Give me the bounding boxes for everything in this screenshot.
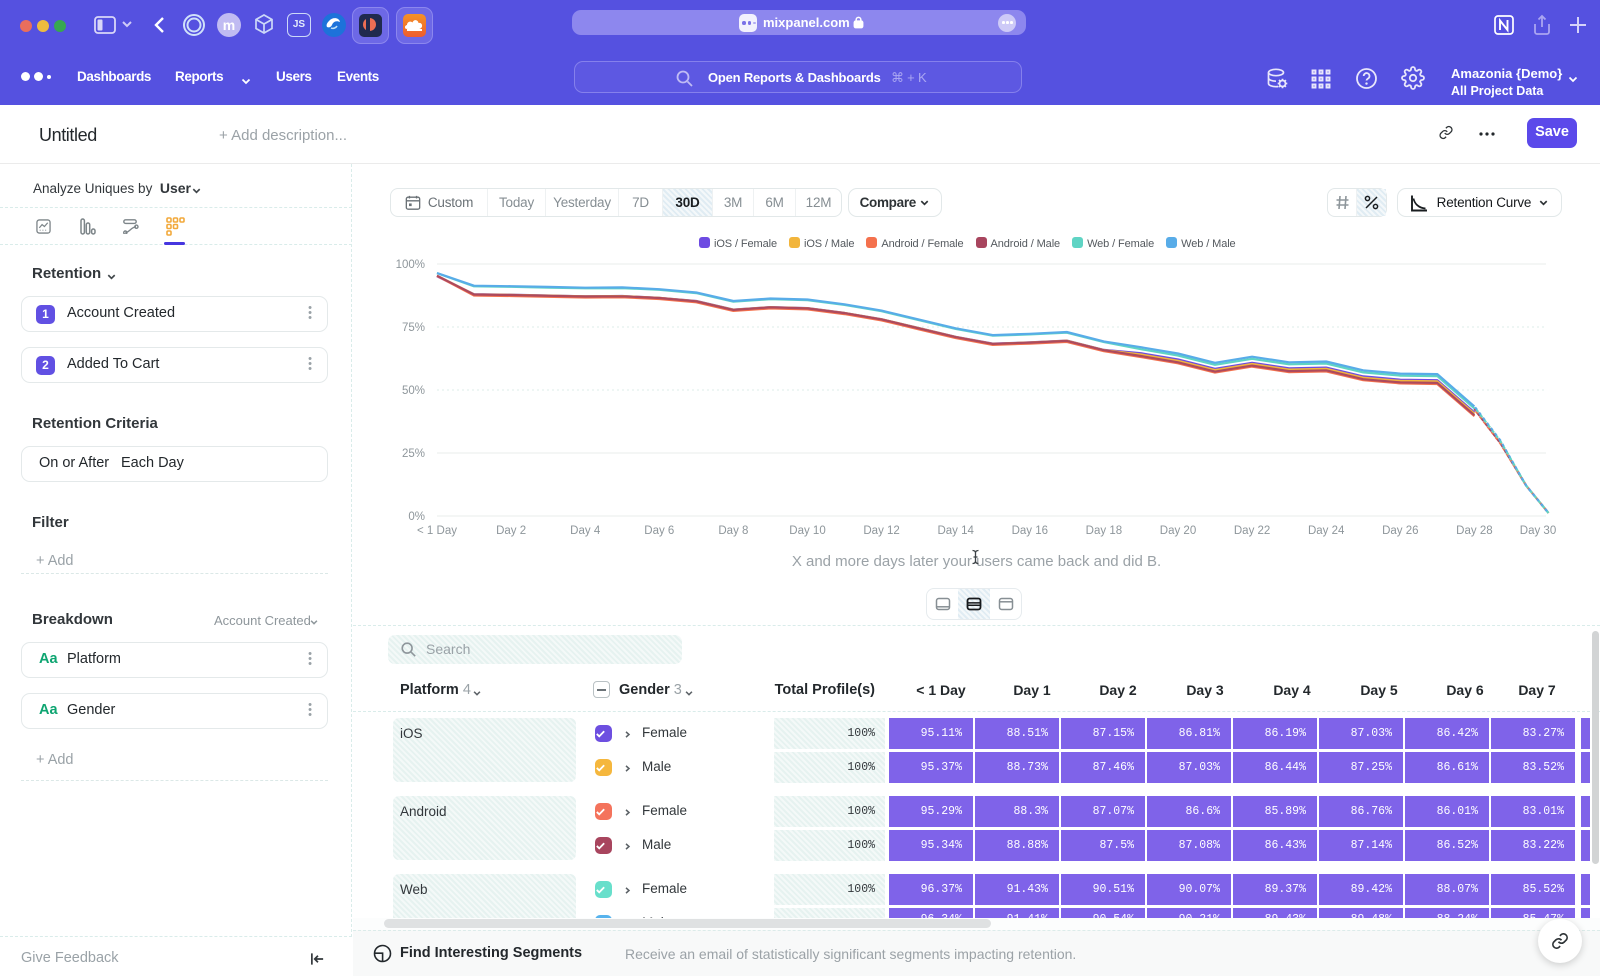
svg-text:Day 28: Day 28 [1456, 525, 1492, 537]
svg-text:Day 2: Day 2 [496, 525, 526, 537]
svg-text:Day 20: Day 20 [1160, 525, 1196, 537]
svg-text:Day 26: Day 26 [1382, 525, 1418, 537]
svg-text:Day 12: Day 12 [863, 525, 899, 537]
svg-text:Day 30: Day 30 [1520, 525, 1556, 537]
svg-text:Day 22: Day 22 [1234, 525, 1270, 537]
svg-text:Day 18: Day 18 [1086, 525, 1122, 537]
svg-text:Day 24: Day 24 [1308, 525, 1345, 537]
svg-text:Day 10: Day 10 [789, 525, 825, 537]
svg-text:50%: 50% [402, 385, 425, 397]
svg-text:< 1 Day: < 1 Day [417, 525, 457, 537]
svg-text:100%: 100% [396, 259, 425, 271]
svg-text:Day 6: Day 6 [644, 525, 674, 537]
svg-text:Day 8: Day 8 [718, 525, 748, 537]
svg-text:Day 16: Day 16 [1012, 525, 1048, 537]
svg-text:25%: 25% [402, 448, 425, 460]
svg-text:Day 4: Day 4 [570, 525, 601, 537]
svg-text:Day 14: Day 14 [937, 525, 974, 537]
svg-text:0%: 0% [408, 511, 425, 523]
svg-text:75%: 75% [402, 322, 425, 334]
